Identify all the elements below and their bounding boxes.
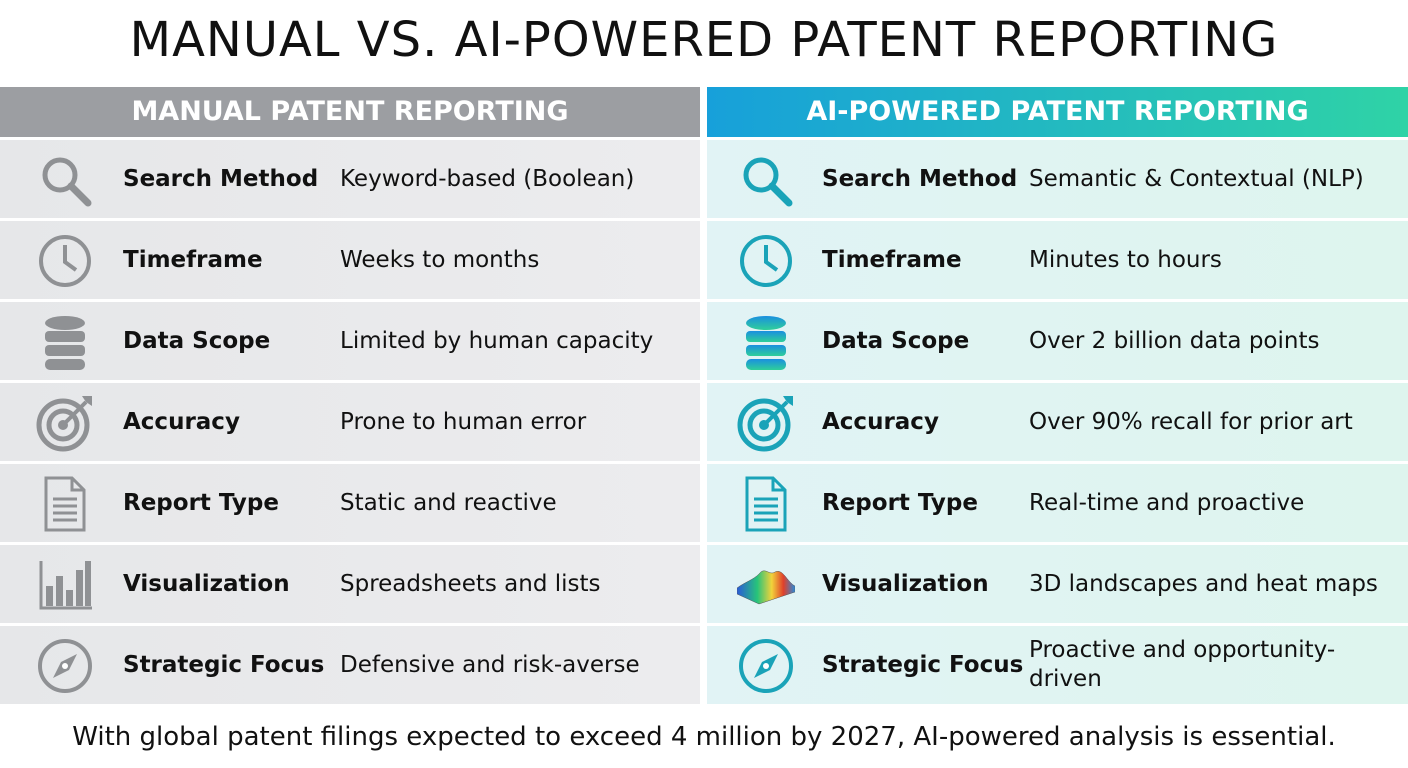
row-label: Timeframe: [123, 247, 263, 273]
table-row: Visualization 3D landscapes and heat maps: [707, 545, 1408, 623]
row-label: Strategic Focus: [123, 652, 325, 678]
row-value: 3D landscapes and heat maps: [1029, 570, 1378, 597]
table-row: Data Scope Limited by human capacity: [0, 302, 700, 380]
row-icon: [737, 570, 795, 605]
row-label: Data Scope: [822, 328, 970, 354]
row-label: Report Type: [822, 490, 978, 516]
row-label: Visualization: [123, 571, 290, 597]
manual-column: MANUAL PATENT REPORTING Search Method Key…: [0, 87, 700, 704]
row-value: Over 90% recall for prior art: [1029, 408, 1353, 435]
row-label: Visualization: [822, 571, 989, 597]
table-row: Report Type Real-time and proactive: [707, 464, 1408, 542]
row-icon: [38, 639, 92, 693]
footer: With global patent filings expected to e…: [72, 722, 1336, 752]
table-row: Data Scope Over 2 billion data points: [707, 302, 1408, 380]
row-label: Accuracy: [123, 409, 240, 435]
row-value: Defensive and risk-averse: [340, 651, 640, 678]
table-row: Accuracy Prone to human error: [0, 383, 700, 461]
row-value: Prone to human error: [340, 408, 587, 435]
table-row: Timeframe Weeks to months: [0, 221, 700, 299]
row-value: Spreadsheets and lists: [340, 570, 601, 597]
row-label: Search Method: [822, 166, 1018, 192]
row-icon: [743, 157, 793, 207]
row-value: Keyword-based (Boolean): [340, 165, 635, 192]
row-label: Search Method: [123, 166, 319, 192]
row-label: Timeframe: [822, 247, 962, 273]
table-row: Search Method Semantic & Contextual (NLP): [707, 140, 1408, 218]
table-row: Strategic Focus Defensive and risk-averse: [0, 626, 700, 704]
ai-column: AI-POWERED PATENT REPORTING Search Metho…: [707, 87, 1408, 704]
row-label: Data Scope: [123, 328, 271, 354]
title: MANUAL VS. AI-POWERED PATENT REPORTING: [129, 12, 1279, 68]
row-value: Proactive and opportunity-driven: [1029, 637, 1336, 692]
column-header: AI-POWERED PATENT REPORTING: [707, 87, 1408, 137]
table-row: Timeframe Minutes to hours: [707, 221, 1408, 299]
column-header: MANUAL PATENT REPORTING: [0, 87, 700, 137]
row-label: Strategic Focus: [822, 652, 1024, 678]
row-icon: [737, 396, 793, 452]
table-row: Visualization Spreadsheets and lists: [0, 545, 700, 623]
row-icon: [36, 396, 92, 452]
row-label: Accuracy: [822, 409, 939, 435]
row-label: Report Type: [123, 490, 279, 516]
row-value: Minutes to hours: [1029, 246, 1222, 273]
row-value: Limited by human capacity: [340, 327, 654, 354]
row-value: Weeks to months: [340, 246, 540, 273]
row-icon: [39, 561, 92, 610]
row-icon: [746, 316, 786, 370]
row-value: Semantic & Contextual (NLP): [1029, 165, 1364, 192]
table-row: Strategic Focus Proactive and opportunity…: [707, 626, 1408, 704]
row-icon: [745, 476, 787, 532]
row-icon: [42, 157, 92, 207]
table-row: Report Type Static and reactive: [0, 464, 700, 542]
table-row: Accuracy Over 90% recall for prior art: [707, 383, 1408, 461]
row-icon: [45, 316, 85, 370]
row-icon: [39, 235, 91, 287]
row-icon: [44, 476, 86, 532]
row-value: Static and reactive: [340, 489, 557, 516]
row-icon: [739, 639, 793, 693]
table-row: Search Method Keyword-based (Boolean): [0, 140, 700, 218]
row-icon: [740, 235, 792, 287]
row-value: Real-time and proactive: [1029, 489, 1305, 516]
row-value: Over 2 billion data points: [1029, 327, 1320, 354]
